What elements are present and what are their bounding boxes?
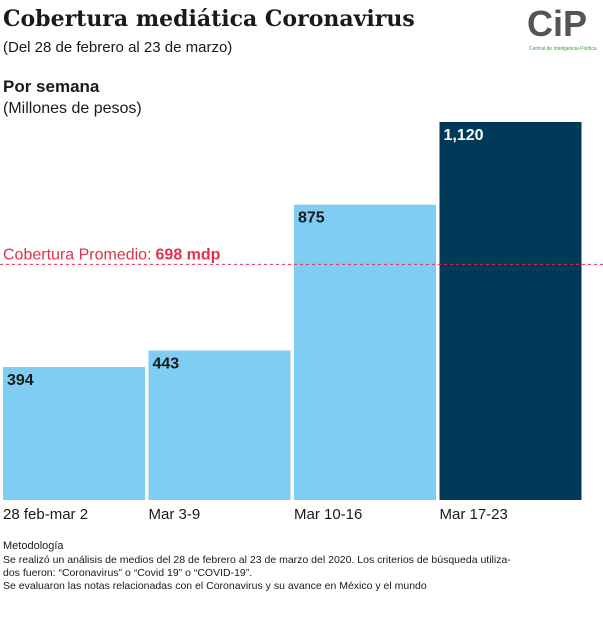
- notes-line: dos fueron: “Coronavirus” o “Covid 19” o…: [3, 567, 252, 579]
- x-tick-label: 28 feb-mar 2: [3, 506, 88, 523]
- value-label: 875: [298, 210, 325, 227]
- notes-line: Se evaluaron las notas relacionadas con …: [3, 580, 427, 592]
- bar: [3, 367, 145, 500]
- unit-label: (Millones de pesos): [3, 100, 142, 117]
- reference-label: Cobertura Promedio: 698 mdp: [3, 246, 221, 263]
- bar: [294, 204, 436, 500]
- logo-tagline: Central de Inteligencia Política: [529, 46, 597, 52]
- reference-value: 698 mdp: [156, 246, 221, 263]
- x-tick-label: Mar 3-9: [149, 506, 201, 523]
- chart-title: Cobertura mediática Coronavirus: [3, 6, 415, 32]
- section-title: Por semana: [3, 77, 100, 96]
- value-label: 443: [153, 355, 180, 372]
- notes-heading: Metodología: [3, 540, 64, 552]
- x-tick-label: Mar 10-16: [294, 506, 362, 523]
- x-tick-label: Mar 17-23: [440, 506, 508, 523]
- value-label: 1,120: [444, 127, 484, 144]
- bar: [439, 122, 582, 500]
- logo: CiP: [527, 3, 587, 44]
- chart-subtitle: (Del 28 de febrero al 23 de marzo): [3, 39, 232, 56]
- reference-prefix: Cobertura Promedio:: [3, 246, 152, 263]
- bar: [148, 350, 291, 500]
- value-label: 394: [7, 372, 34, 389]
- notes-line: Se realizó un análisis de medios del 28 …: [3, 554, 511, 566]
